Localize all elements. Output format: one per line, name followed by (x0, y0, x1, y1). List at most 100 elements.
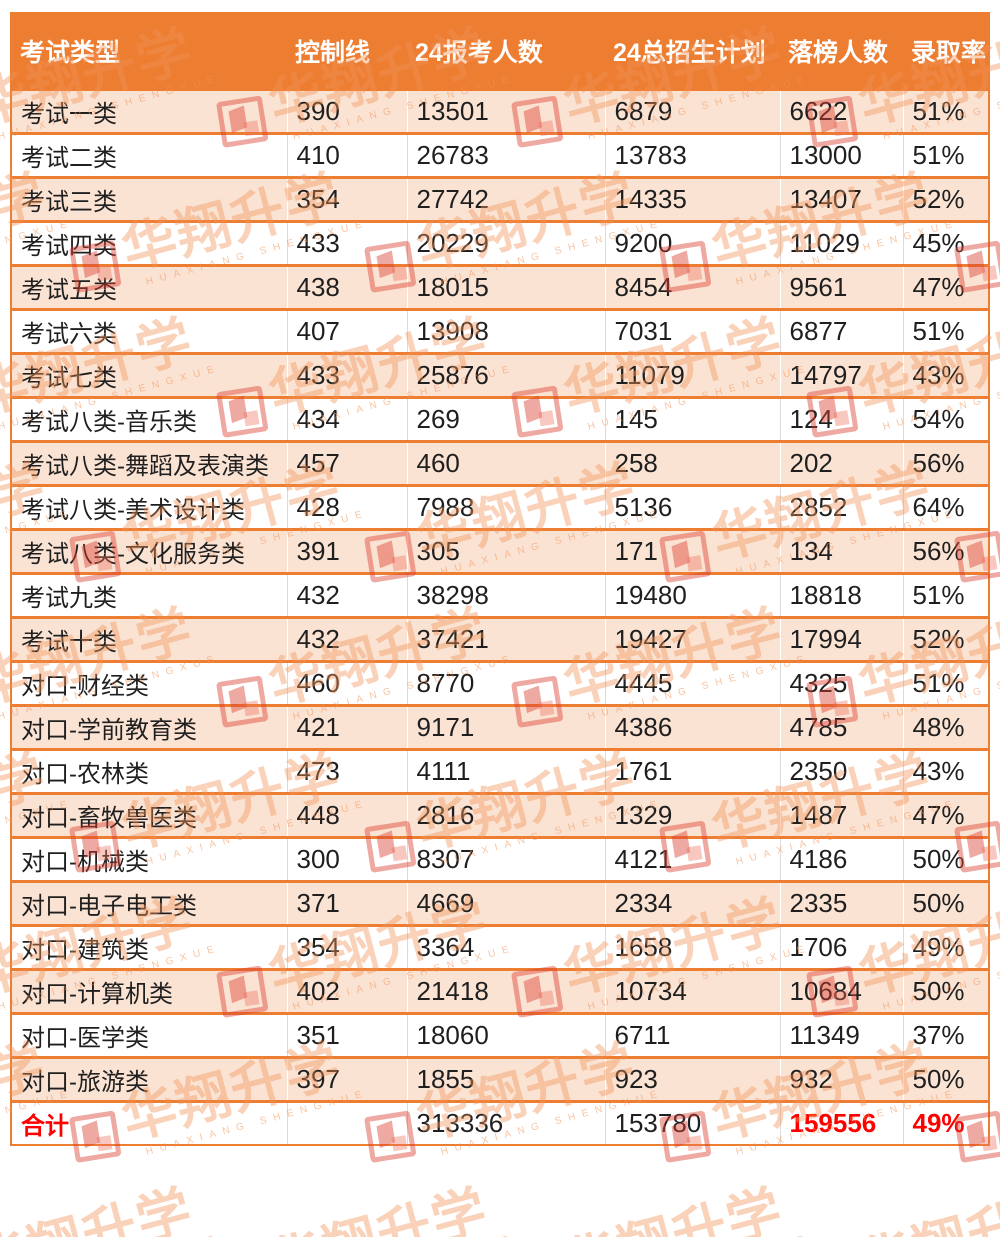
cell-exam-type: 考试二类 (11, 131, 287, 177)
cell-exam-type: 考试八类-文化服务类 (11, 527, 287, 573)
cell-applicants-24: 18015 (406, 263, 605, 309)
cell-control-line: 438 (286, 263, 407, 309)
watermark-text: 华翔升学 (0, 1178, 218, 1237)
cell-control-line: 351 (286, 1011, 407, 1057)
cell-failed-count: 2350 (779, 747, 903, 793)
cell-control-line: 448 (286, 791, 407, 837)
cell-enrollment-plan-24: 258 (604, 439, 780, 485)
cell-enrollment-plan-24: 11079 (604, 351, 780, 397)
cell-admission-rate: 64% (902, 483, 989, 529)
table-row: 考试六类 407 13908 7031 6877 51% (11, 307, 989, 353)
cell-exam-type: 考试三类 (11, 175, 287, 221)
cell-admission-rate: 52% (902, 615, 989, 661)
watermark-subtext: HUAXIANG SHENGXUE (882, 1233, 1000, 1237)
cell-enrollment-plan-24: 19480 (604, 571, 780, 617)
cell-exam-type: 考试八类-舞蹈及表演类 (11, 439, 287, 485)
cell-failed-count: 124 (779, 395, 903, 441)
table-row: 考试三类 354 27742 14335 13407 52% (11, 175, 989, 221)
cell-applicants-24: 13501 (406, 87, 605, 133)
cell-admission-rate: 51% (902, 571, 989, 617)
cell-applicants-24: 38298 (406, 571, 605, 617)
cell-failed-count: 1706 (779, 923, 903, 969)
cell-exam-type: 考试六类 (11, 307, 287, 353)
table-row: 考试八类-文化服务类 391 305 171 134 56% (11, 527, 989, 573)
cell-control-line: 397 (286, 1055, 407, 1101)
cell-admission-rate: 45% (902, 219, 989, 265)
table-wrap: 考试类型 控制线 24报考人数 24总招生计划 落榜人数 录取率 考试一类 390 13501… (10, 12, 990, 1146)
cell-control-line: 434 (286, 395, 407, 441)
column-header-failed-count: 落榜人数 (780, 13, 903, 89)
watermark-text: 华翔升学 (853, 1178, 1000, 1237)
cell-control-line: 300 (286, 835, 407, 881)
cell-control-line: 432 (286, 615, 407, 661)
watermark-subtext: HUAXIANG SHENGXUE (0, 1233, 222, 1237)
cell-control-line: 457 (286, 439, 407, 485)
table-row: 对口-建筑类 354 3364 1658 1706 49% (11, 923, 989, 969)
cell-enrollment-plan-24: 1329 (604, 791, 780, 837)
total-cell-admission-rate: 49% (902, 1099, 989, 1145)
column-header-exam-type: 考试类型 (11, 13, 287, 89)
cell-failed-count: 4186 (779, 835, 903, 881)
cell-control-line: 433 (286, 351, 407, 397)
cell-applicants-24: 1855 (406, 1055, 605, 1101)
table-row: 对口-畜牧兽医类 448 2816 1329 1487 47% (11, 791, 989, 837)
cell-control-line: 391 (286, 527, 407, 573)
cell-admission-rate: 51% (902, 307, 989, 353)
cell-enrollment-plan-24: 1761 (604, 747, 780, 793)
cell-control-line: 354 (286, 175, 407, 221)
cell-control-line: 390 (286, 87, 407, 133)
cell-applicants-24: 21418 (406, 967, 605, 1013)
cell-applicants-24: 26783 (406, 131, 605, 177)
cell-applicants-24: 269 (406, 395, 605, 441)
cell-enrollment-plan-24: 19427 (604, 615, 780, 661)
cell-applicants-24: 4111 (406, 747, 605, 793)
column-header-control-line: 控制线 (287, 13, 407, 89)
cell-applicants-24: 18060 (406, 1011, 605, 1057)
cell-admission-rate: 49% (902, 923, 989, 969)
watermark-text: 华翔升学 (263, 1178, 513, 1237)
cell-enrollment-plan-24: 7031 (604, 307, 780, 353)
cell-failed-count: 18818 (779, 571, 903, 617)
cell-exam-type: 考试八类-音乐类 (11, 395, 287, 441)
cell-enrollment-plan-24: 9200 (604, 219, 780, 265)
cell-admission-rate: 56% (902, 439, 989, 485)
total-row: 合计 313336 153780 159556 49% (11, 1099, 989, 1145)
cell-exam-type: 考试九类 (11, 571, 287, 617)
cell-applicants-24: 27742 (406, 175, 605, 221)
cell-enrollment-plan-24: 2334 (604, 879, 780, 925)
cell-admission-rate: 47% (902, 263, 989, 309)
cell-control-line: 410 (286, 131, 407, 177)
cell-control-line: 428 (286, 483, 407, 529)
cell-failed-count: 4325 (779, 659, 903, 705)
cell-control-line: 432 (286, 571, 407, 617)
cell-exam-type: 考试八类-美术设计类 (11, 483, 287, 529)
cell-enrollment-plan-24: 145 (604, 395, 780, 441)
cell-admission-rate: 56% (902, 527, 989, 573)
cell-failed-count: 202 (779, 439, 903, 485)
table-row: 对口-财经类 460 8770 4445 4325 51% (11, 659, 989, 705)
cell-applicants-24: 305 (406, 527, 605, 573)
cell-exam-type: 对口-学前教育类 (11, 703, 287, 749)
cell-exam-type: 对口-财经类 (11, 659, 287, 705)
cell-failed-count: 2852 (779, 483, 903, 529)
cell-control-line: 402 (286, 967, 407, 1013)
cell-admission-rate: 48% (902, 703, 989, 749)
cell-exam-type: 对口-畜牧兽医类 (11, 791, 287, 837)
column-header-applicants-24: 24报考人数 (407, 13, 605, 89)
watermark-subtext: HUAXIANG SHENGXUE (292, 1233, 517, 1237)
cell-admission-rate: 37% (902, 1011, 989, 1057)
total-cell-control-line (286, 1099, 407, 1145)
cell-admission-rate: 43% (902, 351, 989, 397)
cell-enrollment-plan-24: 10734 (604, 967, 780, 1013)
table-row: 考试八类-舞蹈及表演类 457 460 258 202 56% (11, 439, 989, 485)
cell-exam-type: 对口-建筑类 (11, 923, 287, 969)
table-row: 考试七类 433 25876 11079 14797 43% (11, 351, 989, 397)
total-cell-enrollment-plan-24: 153780 (604, 1099, 780, 1145)
cell-failed-count: 6877 (779, 307, 903, 353)
table-row: 对口-计算机类 402 21418 10734 10684 50% (11, 967, 989, 1013)
cell-control-line: 354 (286, 923, 407, 969)
cell-control-line: 473 (286, 747, 407, 793)
cell-failed-count: 932 (779, 1055, 903, 1101)
